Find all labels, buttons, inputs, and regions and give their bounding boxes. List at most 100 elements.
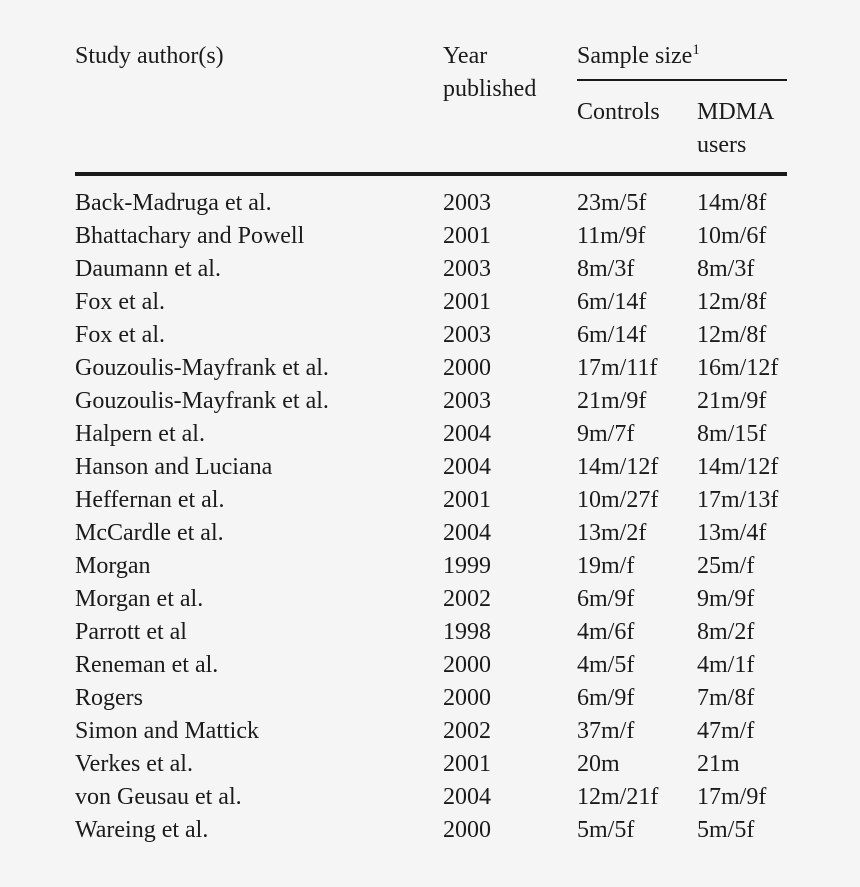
cell-controls: 12m/21f [577, 784, 659, 810]
cell-year: 2001 [443, 223, 491, 249]
cell-mdma: 8m/3f [697, 256, 755, 282]
sample-size-label: Sample size [577, 43, 693, 69]
cell-year: 2000 [443, 685, 491, 711]
cell-year: 2000 [443, 652, 491, 678]
cell-author: Halpern et al. [75, 421, 205, 447]
cell-mdma: 14m/8f [697, 190, 767, 216]
table-row: Heffernan et al. 2001 10m/27f 17m/13f [75, 484, 787, 517]
header-sample-size: Sample size1 [577, 40, 787, 73]
table-row: Halpern et al. 2004 9m/7f 8m/15f [75, 418, 787, 451]
cell-author: Gouzoulis-Mayfrank et al. [75, 388, 329, 414]
cell-mdma: 12m/8f [697, 289, 767, 315]
study-table-body: Back-Madruga et al. 2003 23m/5f 14m/8f B… [75, 187, 787, 847]
cell-controls: 6m/9f [577, 586, 635, 612]
cell-year: 1998 [443, 619, 491, 645]
cell-year: 2001 [443, 751, 491, 777]
study-sample-table: Study author(s) Year published Sample si… [75, 40, 787, 847]
cell-author: Morgan [75, 553, 151, 579]
table-row: Morgan 1999 19m/f 25m/f [75, 550, 787, 583]
cell-controls: 5m/5f [577, 817, 635, 843]
table-row: Wareing et al. 2000 5m/5f 5m/5f [75, 814, 787, 847]
table-row: Back-Madruga et al. 2003 23m/5f 14m/8f [75, 187, 787, 220]
cell-controls: 6m/14f [577, 322, 647, 348]
cell-author: Back-Madruga et al. [75, 190, 272, 216]
cell-mdma: 21m/9f [697, 388, 767, 414]
cell-year: 2004 [443, 784, 491, 810]
cell-year: 2003 [443, 190, 491, 216]
cell-author: Bhattachary and Powell [75, 223, 305, 249]
cell-mdma: 17m/13f [697, 487, 779, 513]
cell-controls: 10m/27f [577, 487, 659, 513]
cell-author: Fox et al. [75, 322, 165, 348]
cell-mdma: 9m/9f [697, 586, 755, 612]
cell-author: Parrott et al [75, 619, 187, 645]
cell-year: 2002 [443, 586, 491, 612]
table-row: von Geusau et al. 2004 12m/21f 17m/9f [75, 781, 787, 814]
cell-year: 2002 [443, 718, 491, 744]
sample-size-footnote-marker: 1 [692, 42, 700, 58]
cell-year: 2003 [443, 256, 491, 282]
cell-author: Simon and Mattick [75, 718, 259, 744]
cell-author: Reneman et al. [75, 652, 219, 678]
cell-controls: 13m/2f [577, 520, 647, 546]
cell-author: McCardle et al. [75, 520, 224, 546]
table-row: Reneman et al. 2000 4m/5f 4m/1f [75, 649, 787, 682]
table-row: Daumann et al. 2003 8m/3f 8m/3f [75, 253, 787, 286]
cell-year: 2004 [443, 520, 491, 546]
cell-controls: 17m/11f [577, 355, 658, 381]
cell-mdma: 21m [697, 751, 740, 777]
cell-mdma: 13m/4f [697, 520, 767, 546]
cell-controls: 20m [577, 751, 620, 777]
cell-author: Verkes et al. [75, 751, 193, 777]
cell-author: Heffernan et al. [75, 487, 225, 513]
table-row: Bhattachary and Powell 2001 11m/9f 10m/6… [75, 220, 787, 253]
table-row: McCardle et al. 2004 13m/2f 13m/4f [75, 517, 787, 550]
cell-controls: 4m/5f [577, 652, 635, 678]
header-controls: Controls [577, 99, 660, 125]
header-study-authors: Study author(s) [75, 43, 224, 69]
cell-year: 2001 [443, 289, 491, 315]
cell-mdma: 17m/9f [697, 784, 767, 810]
cell-mdma: 10m/6f [697, 223, 767, 249]
cell-mdma: 25m/f [697, 553, 755, 579]
cell-year: 2004 [443, 454, 491, 480]
header-year-published: Year published [443, 43, 537, 102]
header-mdma-users: MDMA users [697, 99, 774, 158]
cell-mdma: 7m/8f [697, 685, 755, 711]
cell-year: 2000 [443, 817, 491, 843]
cell-author: von Geusau et al. [75, 784, 242, 810]
cell-controls: 37m/f [577, 718, 635, 744]
cell-controls: 11m/9f [577, 223, 646, 249]
cell-controls: 4m/6f [577, 619, 635, 645]
cell-controls: 8m/3f [577, 256, 635, 282]
cell-mdma: 16m/12f [697, 355, 779, 381]
cell-author: Wareing et al. [75, 817, 209, 843]
cell-mdma: 12m/8f [697, 322, 767, 348]
cell-mdma: 4m/1f [697, 652, 755, 678]
sample-size-divider-rule [577, 79, 787, 81]
table-row: Fox et al. 2001 6m/14f 12m/8f [75, 286, 787, 319]
cell-year: 2004 [443, 421, 491, 447]
cell-year: 2003 [443, 322, 491, 348]
cell-mdma: 47m/f [697, 718, 755, 744]
table-row: Gouzoulis-Mayfrank et al. 2000 17m/11f 1… [75, 352, 787, 385]
cell-controls: 23m/5f [577, 190, 647, 216]
cell-controls: 6m/9f [577, 685, 635, 711]
cell-author: Hanson and Luciana [75, 454, 273, 480]
cell-author: Rogers [75, 685, 143, 711]
cell-author: Fox et al. [75, 289, 165, 315]
table-header: Study author(s) Year published Sample si… [75, 40, 787, 172]
sample-size-subheader: Controls MDMA users [577, 96, 787, 162]
table-row: Hanson and Luciana 2004 14m/12f 14m/12f [75, 451, 787, 484]
cell-year: 1999 [443, 553, 491, 579]
table-row: Rogers 2000 6m/9f 7m/8f [75, 682, 787, 715]
header-bottom-rule [75, 172, 787, 176]
table-row: Parrott et al 1998 4m/6f 8m/2f [75, 616, 787, 649]
table-row: Gouzoulis-Mayfrank et al. 2003 21m/9f 21… [75, 385, 787, 418]
cell-controls: 6m/14f [577, 289, 647, 315]
cell-year: 2003 [443, 388, 491, 414]
cell-author: Morgan et al. [75, 586, 204, 612]
table-row: Morgan et al. 2002 6m/9f 9m/9f [75, 583, 787, 616]
cell-mdma: 5m/5f [697, 817, 755, 843]
